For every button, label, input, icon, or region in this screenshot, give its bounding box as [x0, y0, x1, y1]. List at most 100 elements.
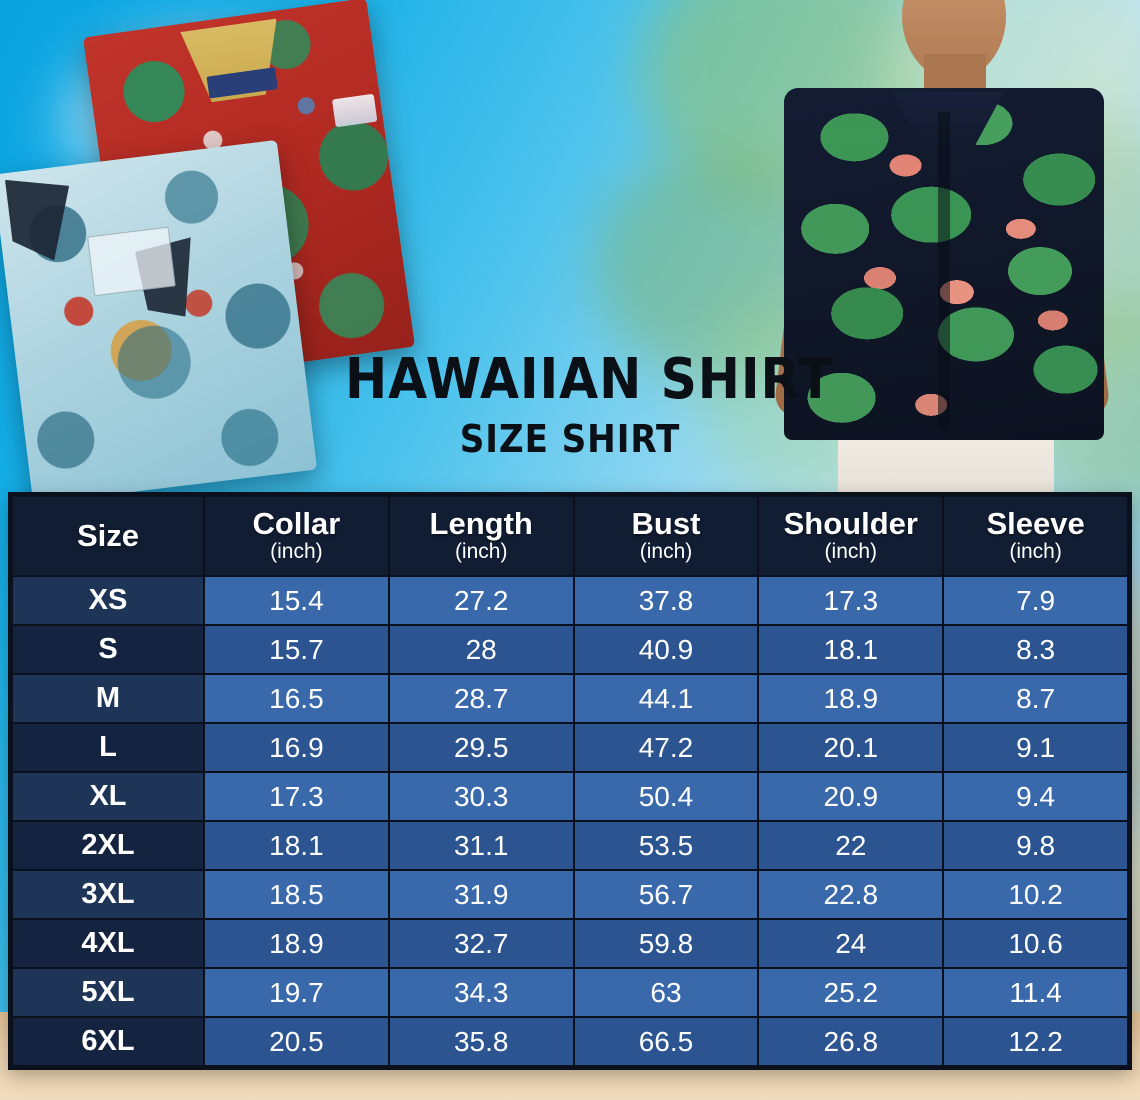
cell-collar: 16.5: [203, 673, 390, 724]
cell-length: 29.5: [387, 722, 575, 773]
column-header-label: Size: [76, 518, 140, 554]
cell-bust: 40.9: [572, 624, 760, 675]
table-body: XS 15.4 27.2 37.8 17.3 7.9 S 15.7 28 40.9 18.1 8.3 M…: [11, 575, 1129, 1067]
cell-length: 34.3: [387, 967, 575, 1018]
column-header-shoulder: Shoulder (inch): [757, 495, 945, 577]
table-row: 3XL 18.5 31.9 56.7 22.8 10.2: [11, 869, 1129, 920]
model-shirt-placket: [938, 112, 950, 430]
cell-bust: 44.1: [572, 673, 760, 724]
shirt-collar: [5, 172, 78, 265]
cell-shoulder: 18.1: [757, 624, 945, 675]
blue-hawaiian-shirt: [0, 139, 318, 505]
cell-shoulder: 26.8: [757, 1016, 945, 1067]
size-chart-table: Size Collar (inch) Length (inch) Bust (i…: [11, 495, 1129, 1067]
cell-size: L: [11, 722, 205, 773]
cell-length: 27.2: [387, 575, 575, 626]
cell-shoulder: 25.2: [757, 967, 945, 1018]
cell-collar: 19.7: [203, 967, 390, 1018]
cell-bust: 63: [572, 967, 760, 1018]
cell-size: 4XL: [11, 918, 205, 969]
cell-length: 31.9: [387, 869, 575, 920]
column-header-label: Shoulder: [783, 505, 918, 541]
cell-length: 35.8: [387, 1016, 575, 1067]
cell-collar: 16.9: [203, 722, 390, 773]
table-row: 2XL 18.1 31.1 53.5 22 9.8: [11, 820, 1129, 871]
table-row: 6XL 20.5 35.8 66.5 26.8 12.2: [11, 1016, 1129, 1067]
cell-sleeve: 9.8: [942, 820, 1129, 871]
cell-bust: 53.5: [572, 820, 760, 871]
column-header-length: Length (inch): [387, 495, 575, 577]
table-row: XS 15.4 27.2 37.8 17.3 7.9: [11, 575, 1129, 626]
column-header-label: Bust: [631, 505, 701, 541]
column-header-unit: (inch): [270, 540, 323, 564]
column-header-label: Sleeve: [986, 505, 1085, 541]
cell-size: XL: [11, 771, 205, 822]
cell-size: 5XL: [11, 967, 205, 1018]
cell-sleeve: 7.9: [942, 575, 1129, 626]
cell-size: S: [11, 624, 205, 675]
cell-sleeve: 10.2: [942, 869, 1129, 920]
cell-shoulder: 20.9: [757, 771, 945, 822]
cell-bust: 47.2: [572, 722, 760, 773]
column-header-bust: Bust (inch): [572, 495, 760, 577]
cell-size: 2XL: [11, 820, 205, 871]
model-photo: [742, 0, 1140, 496]
cell-sleeve: 9.4: [942, 771, 1129, 822]
cell-shoulder: 22: [757, 820, 945, 871]
column-header-unit: (inch): [639, 540, 693, 564]
table-row: 5XL 19.7 34.3 63 25.2 11.4: [11, 967, 1129, 1018]
cell-bust: 66.5: [572, 1016, 760, 1067]
shirt-brand-mark: [331, 93, 378, 128]
cell-length: 31.1: [387, 820, 575, 871]
cell-shoulder: 22.8: [757, 869, 945, 920]
column-header-collar: Collar (inch): [203, 495, 390, 577]
cell-shoulder: 24: [757, 918, 945, 969]
cell-length: 28.7: [387, 673, 575, 724]
cell-size: 6XL: [11, 1016, 205, 1067]
page-subtitle: SIZE SHIRT: [459, 417, 681, 461]
page-title: HAWAIIAN SHIRT: [345, 347, 834, 412]
cell-collar: 17.3: [203, 771, 390, 822]
cell-shoulder: 18.9: [757, 673, 945, 724]
cell-shoulder: 17.3: [757, 575, 945, 626]
cell-size: M: [11, 673, 205, 724]
table-header: Size Collar (inch) Length (inch) Bust (i…: [11, 495, 1129, 577]
cell-length: 32.7: [387, 918, 575, 969]
cell-collar: 15.4: [203, 575, 390, 626]
cell-collar: 18.5: [203, 869, 390, 920]
cell-bust: 37.8: [572, 575, 760, 626]
table-row: M 16.5 28.7 44.1 18.9 8.7: [11, 673, 1129, 724]
shirt-pocket: [86, 226, 176, 297]
cell-size: XS: [11, 575, 205, 626]
cell-sleeve: 10.6: [942, 918, 1129, 969]
cell-bust: 56.7: [572, 869, 760, 920]
cell-length: 28: [387, 624, 575, 675]
title-block: HAWAIIAN SHIRT SIZE SHIRT: [320, 347, 834, 461]
table-header-row: Size Collar (inch) Length (inch) Bust (i…: [11, 495, 1129, 577]
column-header-unit: (inch): [454, 540, 508, 564]
table-row: XL 17.3 30.3 50.4 20.9 9.4: [11, 771, 1129, 822]
cell-sleeve: 8.7: [942, 673, 1129, 724]
cell-collar: 18.1: [203, 820, 390, 871]
column-header-label: Collar: [252, 505, 341, 541]
cell-collar: 15.7: [203, 624, 390, 675]
table-row: S 15.7 28 40.9 18.1 8.3: [11, 624, 1129, 675]
cell-length: 30.3: [387, 771, 575, 822]
cell-sleeve: 8.3: [942, 624, 1129, 675]
column-header-size: Size: [11, 495, 205, 577]
table-row: L 16.9 29.5 47.2 20.1 9.1: [11, 722, 1129, 773]
column-header-label: Length: [429, 505, 533, 541]
table-row: 4XL 18.9 32.7 59.8 24 10.6: [11, 918, 1129, 969]
cell-sleeve: 11.4: [942, 967, 1129, 1018]
cell-sleeve: 9.1: [942, 722, 1129, 773]
cell-collar: 18.9: [203, 918, 390, 969]
cell-collar: 20.5: [203, 1016, 390, 1067]
column-header-sleeve: Sleeve (inch): [942, 495, 1129, 577]
column-header-unit: (inch): [1009, 540, 1062, 564]
cell-size: 3XL: [11, 869, 205, 920]
cell-shoulder: 20.1: [757, 722, 945, 773]
column-header-unit: (inch): [824, 540, 878, 564]
cell-sleeve: 12.2: [942, 1016, 1129, 1067]
size-chart-table-wrap: Size Collar (inch) Length (inch) Bust (i…: [8, 492, 1132, 1070]
